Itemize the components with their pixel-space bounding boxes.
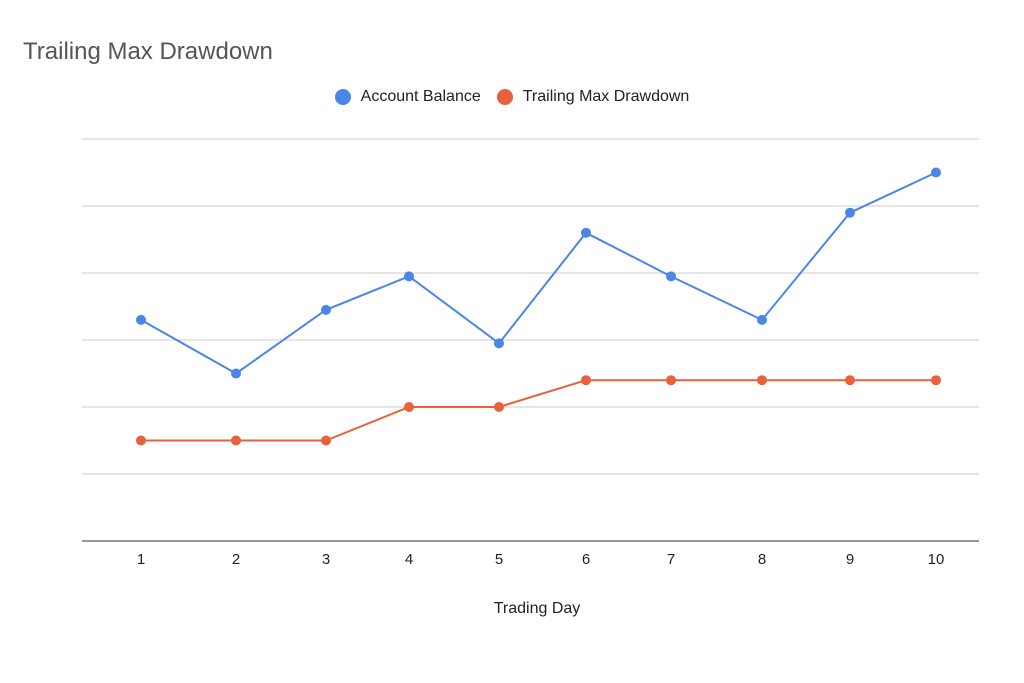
data-point-trailing-max-drawdown xyxy=(494,402,504,412)
data-point-account-balance xyxy=(845,207,855,218)
data-point-trailing-max-drawdown xyxy=(581,375,591,386)
data-point-account-balance xyxy=(757,314,767,325)
x-axis-title: Trading Day xyxy=(493,600,581,617)
data-point-trailing-max-drawdown xyxy=(231,435,241,446)
data-point-trailing-max-drawdown xyxy=(321,435,331,446)
legend-marker-account-balance xyxy=(334,89,351,105)
data-point-trailing-max-drawdown xyxy=(404,402,414,412)
data-point-account-balance xyxy=(494,338,504,349)
data-point-account-balance xyxy=(581,227,591,238)
x-tick-label: 2 xyxy=(232,551,240,568)
series-line-account-balance xyxy=(140,171,937,375)
x-tick-label: 4 xyxy=(405,551,413,568)
x-tick-label: 5 xyxy=(495,551,503,568)
data-point-account-balance xyxy=(404,271,414,282)
data-point-account-balance xyxy=(931,167,941,178)
legend: Account Balance Trailing Max Drawdown xyxy=(0,88,1024,106)
data-point-trailing-max-drawdown xyxy=(666,375,676,386)
x-tick-label: 1 xyxy=(137,551,145,568)
series-line-trailing-max-drawdown xyxy=(141,379,936,442)
chart-title: Trailing Max Drawdown xyxy=(23,38,273,65)
legend-item-trailing-max-drawdown: Trailing Max Drawdown xyxy=(496,88,690,106)
x-tick-label: 3 xyxy=(322,551,330,568)
data-point-account-balance xyxy=(231,368,241,379)
x-tick-label: 6 xyxy=(582,551,590,568)
data-point-trailing-max-drawdown xyxy=(136,435,146,446)
x-tick-label: 7 xyxy=(667,551,675,568)
x-tick-label: 8 xyxy=(758,551,766,568)
data-point-trailing-max-drawdown xyxy=(757,375,767,386)
legend-marker-trailing-max-drawdown xyxy=(496,89,513,105)
data-point-trailing-max-drawdown xyxy=(845,375,855,386)
legend-label-trailing-max-drawdown: Trailing Max Drawdown xyxy=(522,88,690,105)
legend-label-account-balance: Account Balance xyxy=(360,88,481,105)
data-point-account-balance xyxy=(321,304,331,315)
x-tick-label: 10 xyxy=(928,551,945,568)
legend-item-account-balance: Account Balance xyxy=(334,88,481,106)
data-point-account-balance xyxy=(666,271,676,282)
data-point-trailing-max-drawdown xyxy=(931,375,941,386)
x-tick-label: 9 xyxy=(846,551,854,568)
data-point-account-balance xyxy=(136,314,146,325)
